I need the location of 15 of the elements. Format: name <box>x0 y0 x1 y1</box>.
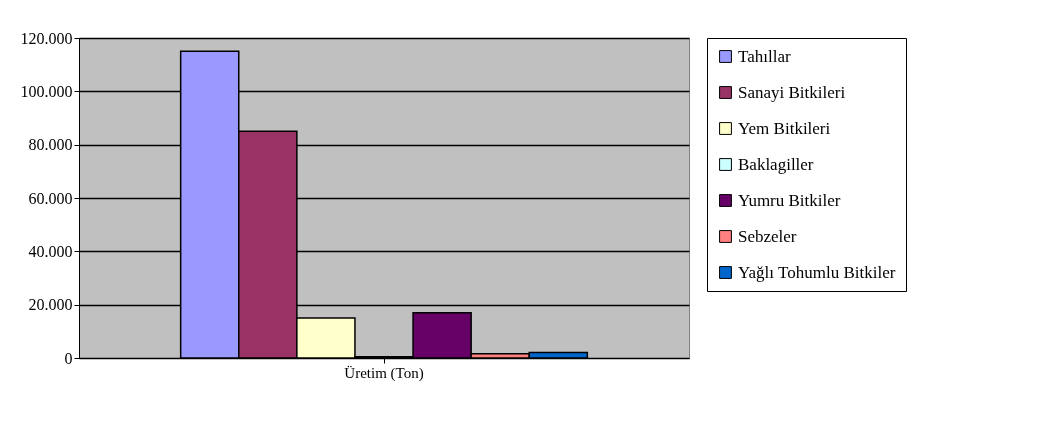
legend-label: Yumru Bitkiler <box>738 190 841 210</box>
y-tick-label: 40.000 <box>28 242 73 260</box>
y-tick-label: 20.000 <box>28 296 73 314</box>
legend-label: Tahıllar <box>738 46 791 66</box>
legend-label: Sanayi Bitkileri <box>738 82 846 102</box>
y-tick-label: 100.000 <box>20 82 73 100</box>
legend-label: Sebzeler <box>738 226 797 246</box>
legend-label: Yağlı Tohumlu Bitkiler <box>738 262 896 282</box>
y-tick-label: 0 <box>64 349 73 367</box>
legend-label: Yem Bitkileri <box>738 118 831 138</box>
x-tick-label: Üretim (Ton) <box>344 364 424 382</box>
y-tick-label: 60.000 <box>28 189 73 207</box>
y-tick-label: 120.000 <box>20 29 73 47</box>
y-tick-label: 80.000 <box>28 136 73 154</box>
legend-label: Baklagiller <box>738 154 814 174</box>
